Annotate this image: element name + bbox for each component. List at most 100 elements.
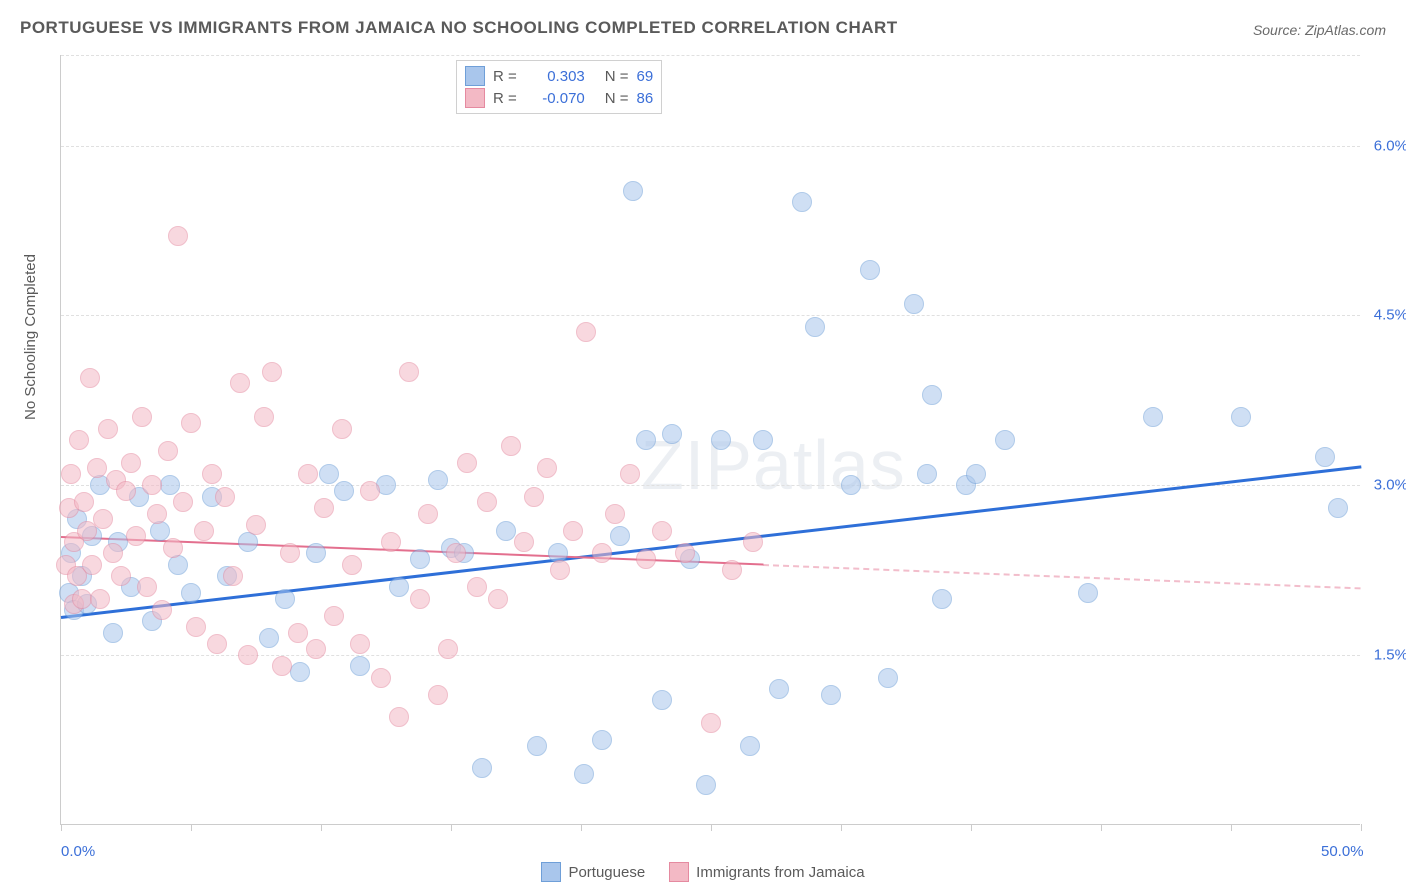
data-point — [152, 600, 172, 620]
data-point — [1328, 498, 1348, 518]
data-point — [860, 260, 880, 280]
data-point — [488, 589, 508, 609]
data-point — [418, 504, 438, 524]
data-point — [230, 373, 250, 393]
y-tick-label: 6.0% — [1364, 137, 1406, 154]
data-point — [592, 730, 612, 750]
data-point — [410, 589, 430, 609]
trend-line — [763, 564, 1361, 589]
data-point — [966, 464, 986, 484]
data-point — [527, 736, 547, 756]
data-point — [769, 679, 789, 699]
data-point — [514, 532, 534, 552]
r-label: R = — [493, 90, 517, 107]
data-point — [121, 453, 141, 473]
data-point — [181, 583, 201, 603]
stats-row: R =0.303N =69 — [465, 65, 653, 87]
data-point — [334, 481, 354, 501]
swatch-icon — [669, 862, 689, 882]
data-point — [290, 662, 310, 682]
data-point — [87, 458, 107, 478]
x-tick — [1101, 824, 1102, 831]
data-point — [150, 521, 170, 541]
data-point — [1231, 407, 1251, 427]
data-point — [259, 628, 279, 648]
data-point — [103, 623, 123, 643]
data-point — [306, 543, 326, 563]
data-point — [202, 464, 222, 484]
data-point — [173, 492, 193, 512]
data-point — [574, 764, 594, 784]
data-point — [298, 464, 318, 484]
data-point — [438, 639, 458, 659]
data-point — [168, 226, 188, 246]
data-point — [792, 192, 812, 212]
data-point — [306, 639, 326, 659]
data-point — [675, 543, 695, 563]
data-point — [272, 656, 292, 676]
x-tick-label: 50.0% — [1321, 843, 1364, 860]
data-point — [207, 634, 227, 654]
swatch-icon — [541, 862, 561, 882]
stats-row: R =-0.070N =86 — [465, 87, 653, 109]
data-point — [80, 368, 100, 388]
data-point — [111, 566, 131, 586]
data-point — [72, 589, 92, 609]
bottom-legend: Portuguese Immigrants from Jamaica — [0, 862, 1406, 882]
legend-label: Portuguese — [568, 864, 645, 881]
data-point — [319, 464, 339, 484]
data-point — [215, 487, 235, 507]
data-point — [399, 362, 419, 382]
data-point — [605, 504, 625, 524]
n-value: 86 — [637, 90, 654, 107]
data-point — [841, 475, 861, 495]
data-point — [743, 532, 763, 552]
data-point — [428, 470, 448, 490]
data-point — [805, 317, 825, 337]
data-point — [740, 736, 760, 756]
data-point — [262, 362, 282, 382]
r-value: 0.303 — [525, 68, 585, 85]
x-tick — [61, 824, 62, 831]
data-point — [254, 407, 274, 427]
data-point — [472, 758, 492, 778]
data-point — [280, 543, 300, 563]
data-point — [93, 509, 113, 529]
data-point — [238, 645, 258, 665]
data-point — [563, 521, 583, 541]
data-point — [147, 504, 167, 524]
data-point — [623, 181, 643, 201]
plot-area: ZIPatlas R =0.303N =69R =-0.070N =86 1.5… — [60, 55, 1360, 825]
data-point — [163, 538, 183, 558]
gridline — [61, 146, 1360, 147]
data-point — [126, 526, 146, 546]
x-tick — [841, 824, 842, 831]
data-point — [350, 634, 370, 654]
data-point — [922, 385, 942, 405]
data-point — [932, 589, 952, 609]
data-point — [314, 498, 334, 518]
data-point — [620, 464, 640, 484]
data-point — [168, 555, 188, 575]
swatch-icon — [465, 88, 485, 108]
data-point — [446, 543, 466, 563]
data-point — [410, 549, 430, 569]
legend-item-jamaica: Immigrants from Jamaica — [669, 862, 864, 882]
data-point — [223, 566, 243, 586]
data-point — [610, 526, 630, 546]
data-point — [576, 322, 596, 342]
y-tick-label: 3.0% — [1364, 477, 1406, 494]
data-point — [103, 543, 123, 563]
data-point — [537, 458, 557, 478]
r-value: -0.070 — [525, 90, 585, 107]
data-point — [82, 555, 102, 575]
data-point — [350, 656, 370, 676]
data-point — [722, 560, 742, 580]
data-point — [550, 560, 570, 580]
data-point — [181, 413, 201, 433]
data-point — [1143, 407, 1163, 427]
n-label: N = — [605, 68, 629, 85]
y-tick-label: 1.5% — [1364, 647, 1406, 664]
x-tick-label: 0.0% — [61, 843, 95, 860]
data-point — [74, 492, 94, 512]
